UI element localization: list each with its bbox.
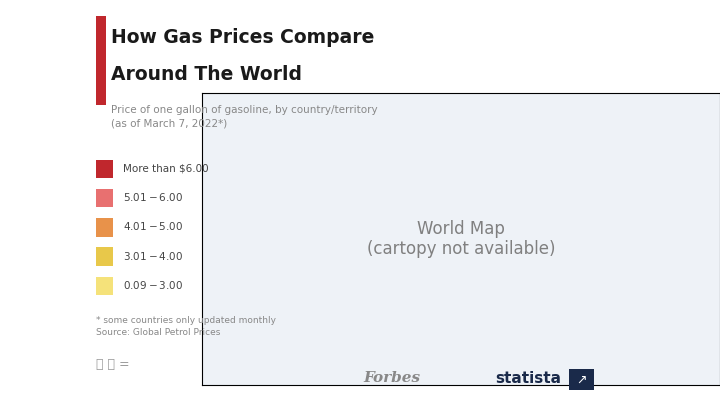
Text: Forbes: Forbes — [364, 371, 421, 385]
Bar — [96, 247, 114, 266]
Text: ↗: ↗ — [576, 373, 587, 386]
Text: World Map
(cartopy not available): World Map (cartopy not available) — [366, 220, 555, 258]
Text: How Gas Prices Compare: How Gas Prices Compare — [111, 28, 374, 47]
Text: $0.09-$3.00: $0.09-$3.00 — [124, 279, 184, 291]
Text: * some countries only updated monthly
Source: Global Petrol Prices: * some countries only updated monthly So… — [96, 316, 276, 337]
Text: $5.01-$6.00: $5.01-$6.00 — [124, 191, 184, 203]
Text: Price of one gallon of gasoline, by country/territory
(as of March 7, 2022*): Price of one gallon of gasoline, by coun… — [111, 105, 377, 128]
Text: $3.01-$4.00: $3.01-$4.00 — [124, 249, 184, 262]
Text: statista: statista — [495, 371, 562, 386]
Bar — [96, 277, 114, 295]
Text: $4.01-$5.00: $4.01-$5.00 — [124, 220, 184, 232]
Text: Around The World: Around The World — [111, 65, 302, 84]
Bar — [96, 160, 114, 178]
Bar — [569, 369, 594, 390]
Bar — [96, 189, 114, 207]
Bar — [96, 218, 114, 237]
Text: More than $6.00: More than $6.00 — [124, 163, 209, 173]
Text: Ⓒ ⓘ =: Ⓒ ⓘ = — [96, 358, 130, 371]
Bar — [96, 16, 106, 105]
